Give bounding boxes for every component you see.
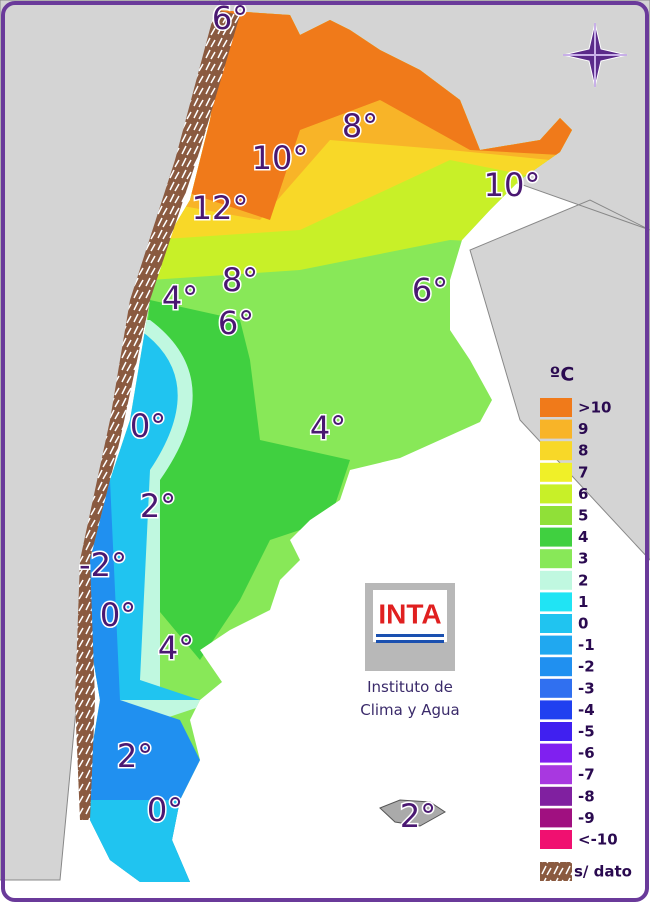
legend-swatch [540,657,572,677]
legend-unit: ºC [550,364,575,386]
legend-label: >10 [578,399,611,417]
legend-swatch [540,678,572,698]
legend-label: 2 [578,571,588,589]
legend-swatch [540,808,572,828]
legend-label: 8 [578,442,588,460]
isotherm-label: 6° [218,304,254,342]
logo-text: INTA [378,598,441,629]
legend-label: 0 [578,615,588,633]
isotherm-label: -2° [79,546,127,584]
isotherm-label: 4° [162,279,198,317]
isotherm-label: 2° [117,737,153,775]
legend-label: s/ dato [574,863,632,881]
isotherm-label: 12° [192,189,249,227]
legend-label: 7 [578,463,588,481]
islands [379,799,446,827]
isotherm-label: 0° [130,407,166,445]
legend-label: 1 [578,593,588,611]
isotherm-label: 2° [140,487,176,525]
inta-logo: INTA [365,583,455,671]
legend-label: -1 [578,636,595,654]
isotherm-label: 6° [212,0,248,37]
legend-label: -9 [578,809,595,827]
legend-swatch [540,830,572,849]
isotherm-label: 0° [147,791,183,829]
isotherm-label: 6° [412,271,448,309]
legend-swatch [540,462,572,482]
legend-swatch [540,614,572,633]
isotherm-label: 0° [100,596,136,634]
logo-caption: Instituto de [367,678,453,696]
legend-swatch [540,527,572,547]
legend-label: 5 [578,507,588,525]
logo-caption: Clima y Agua [360,701,460,719]
legend-label: 9 [578,420,588,438]
legend-swatch [540,743,572,763]
legend-label: -6 [578,744,595,762]
legend-swatch [540,419,572,439]
legend-swatch [540,635,572,655]
legend-swatch [540,549,572,569]
legend-swatch [540,441,572,461]
legend-label: 3 [578,550,588,568]
isotherm-label: 4° [310,409,346,447]
no-data-area [75,10,240,820]
legend-label: <-10 [578,831,618,849]
legend-swatch [540,722,572,741]
legend-label: -7 [578,766,595,784]
isotherm-label: 8° [342,107,378,145]
legend-swatch [540,570,572,590]
legend-label: -2 [578,658,595,676]
neighbor-land [0,0,650,561]
legend-swatch [540,700,572,720]
legend-label: -4 [578,701,595,719]
legend-label: 4 [578,528,588,546]
legend-swatch [540,786,572,806]
isotherm-label: 10° [252,139,309,177]
legend-label: -8 [578,787,595,805]
isotherm-label: 10° [484,166,541,204]
legend-label: 6 [578,485,588,503]
legend-swatch [540,398,572,417]
legend-swatch [540,506,572,525]
isotherm-label: 8° [222,261,258,299]
isotherm-label: 4° [158,629,194,667]
legend-swatch [540,592,572,612]
legend-swatch [540,484,572,504]
legend-swatch-nodata [540,862,572,881]
legend-label: -5 [578,723,595,741]
compass [562,22,628,88]
legend-label: -3 [578,679,595,697]
legend-swatch [540,765,572,785]
isotherm-label: 2° [400,797,436,835]
